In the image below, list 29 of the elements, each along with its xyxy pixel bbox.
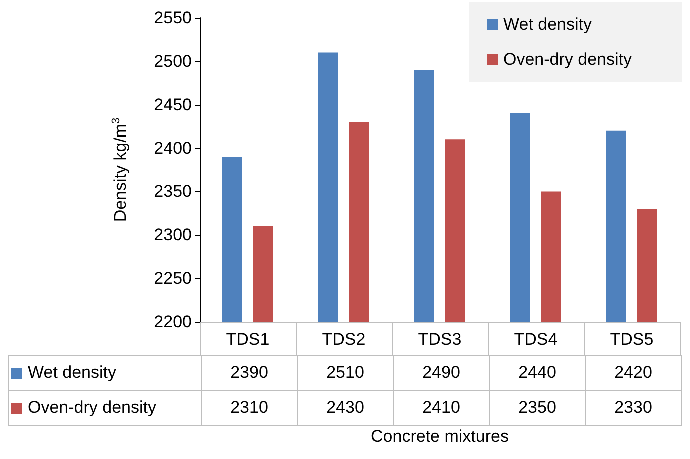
x-tick-label: TDS3	[418, 330, 462, 349]
data-label: 2420	[586, 356, 682, 390]
y-tick-label: 2450	[154, 95, 192, 114]
legend-label: Wet density	[504, 15, 593, 34]
data-label: 2440	[490, 356, 586, 390]
data-label: 2310	[202, 390, 298, 426]
x-tick-label: TDS2	[322, 330, 366, 349]
y-tick-label: 2350	[154, 182, 192, 202]
data-label: 2430	[298, 390, 394, 426]
text: Oven-dry density	[28, 398, 156, 417]
y-tick-label: 2250	[154, 269, 192, 288]
data-label: 2390	[202, 356, 298, 390]
y-tick-label: 2550	[154, 8, 192, 28]
y-axis-title: Density kg/m3	[110, 118, 130, 222]
text: Wet density	[28, 363, 117, 382]
data-label: 2510	[298, 356, 394, 390]
x-tick-label: TDS5	[610, 330, 654, 349]
y-tick-label: 2400	[154, 138, 192, 158]
data-label: 2350	[490, 390, 586, 426]
x-axis-title: Concrete mixtures	[370, 427, 510, 447]
data-label: 2490	[394, 356, 490, 390]
y-tick-label: 2200	[154, 312, 192, 332]
data-label: 2330	[586, 390, 682, 426]
legend-label: Oven-dry density	[504, 50, 632, 69]
data-label: 2410	[394, 390, 490, 426]
y-tick-label: 2500	[154, 52, 192, 71]
x-tick-label: TDS1	[226, 330, 270, 349]
y-tick-label: 2300	[154, 226, 192, 245]
x-tick-label: TDS4	[514, 330, 558, 349]
